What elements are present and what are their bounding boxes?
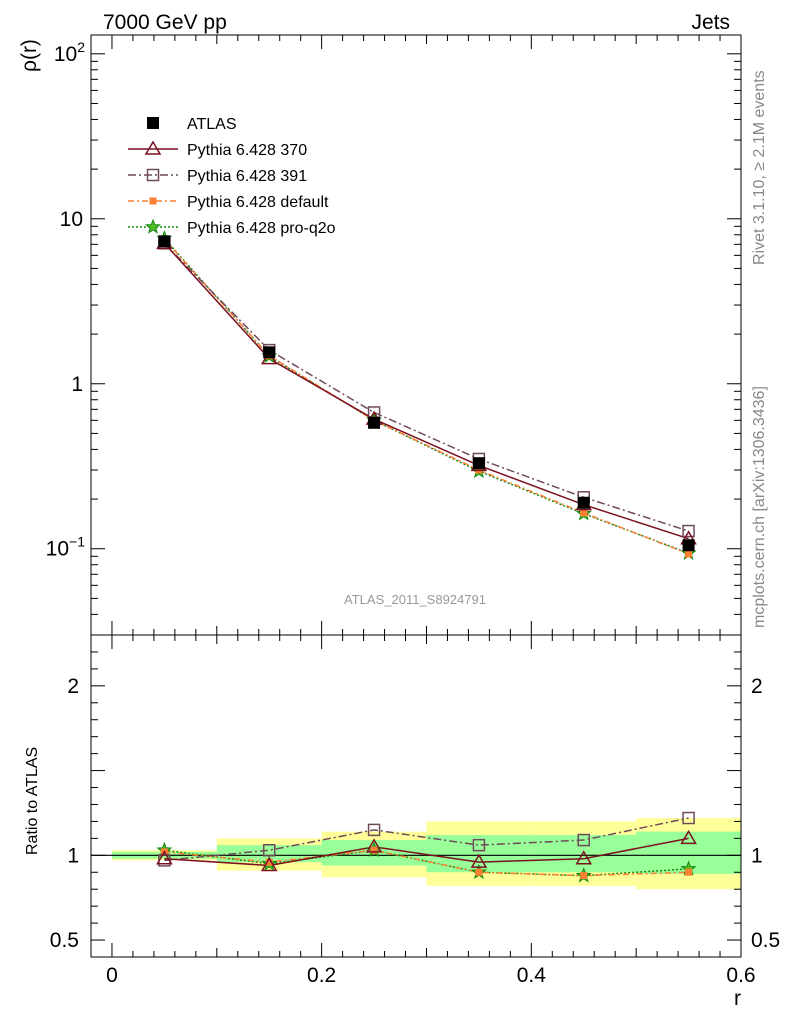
legend-label-370: Pythia 6.428 370: [187, 142, 307, 159]
ratio-point-pythia-6-428-default: [370, 846, 378, 854]
ratio-panel: 0.5 0.5 1 1 2 2 0 0.2 0.4 0.6 Ratio to ATLAS r: [24, 634, 780, 1010]
main-point-atlas: [472, 457, 485, 470]
ratio-point-pythia-6-428-391: [367, 823, 381, 837]
ratio-point-pythia-6-428-370: [470, 853, 488, 868]
ratio-point-pythia-6-428-391: [472, 838, 486, 852]
x-tick-label: 0.2: [307, 964, 336, 987]
legend-marker-pythia-6-428-default: [149, 197, 157, 205]
ratio-y-tick-label-right: 1: [751, 844, 763, 867]
legend-marker-atlas: [147, 117, 159, 129]
ratio-point-pythia-6-428-370: [260, 856, 278, 872]
ratio-point-pythia-6-428-391: [262, 843, 276, 857]
main-line-pythia-6-428-370: [163, 242, 689, 540]
ratio-y-axis-label: Ratio to ATLAS: [24, 747, 41, 855]
ratio-point-pythia-6-428-default: [685, 868, 693, 876]
main-y-tick-label: 102: [54, 39, 85, 66]
ratio-point-pythia-6-428-370: [365, 838, 383, 853]
main-line-pythia-6-428-pro-q2o: [163, 237, 689, 554]
main-point-pythia-6-428-391: [682, 524, 695, 538]
main-y-tick-label: 10: [60, 208, 83, 231]
ratio-point-pythia-6-428-default: [475, 868, 483, 876]
legend-marker-pythia-6-428-391: [146, 168, 160, 182]
ratio-point-pythia-6-428-391: [577, 833, 590, 847]
ratio-y-tick-label-right: 2: [751, 675, 763, 698]
main-point-atlas: [368, 416, 381, 429]
ratio-y-tick-label-left: 2: [67, 675, 79, 698]
ratio-point-pythia-6-428-370: [680, 829, 697, 845]
main-point-pythia-6-428-default: [685, 550, 693, 558]
main-y-tick-label: 10−1: [46, 534, 86, 561]
mcplots-text: mcplots.cern.ch [arXiv:1306.3436]: [751, 386, 768, 628]
main-y-tick-label: 1: [71, 373, 83, 396]
ratio-point-pythia-6-428-391: [682, 811, 695, 825]
ratio-line-pythia-6-428-370: [164, 837, 689, 867]
ratio-line-pythia-6-428-391: [164, 817, 689, 862]
main-point-atlas: [577, 496, 590, 509]
main-point-atlas: [682, 539, 695, 552]
main-line-pythia-6-428-391: [163, 242, 689, 532]
ratio-point-pythia-6-428-370: [156, 850, 173, 865]
legend-label-391: Pythia 6.428 391: [187, 168, 307, 185]
main-y-axis-label: ρ(r): [18, 39, 41, 72]
rivet-text: Rivet 3.1.10, ≥ 2.1M events: [751, 70, 768, 265]
legend-label-default: Pythia 6.428 default: [187, 194, 329, 211]
ratio-y-tick-label-right: 0.5: [751, 929, 780, 952]
main-point-atlas: [158, 235, 171, 248]
x-tick-label: 0.6: [726, 964, 755, 987]
ratio-band-stat: [216, 845, 322, 863]
x-tick-label: 0.4: [517, 964, 547, 987]
ratio-point-pythia-6-428-default: [265, 858, 273, 866]
header-left: 7000 GeV pp: [103, 11, 227, 34]
main-point-atlas: [263, 346, 276, 359]
legend-marker-pythia-6-428-370: [144, 140, 162, 155]
analysis-label: ATLAS_2011_S8924791: [344, 592, 486, 607]
legend-marker-pythia-6-428-pro-q2o: [145, 218, 161, 234]
main-point-pythia-6-428-default: [580, 509, 588, 517]
legend-label-atlas: ATLAS: [187, 116, 237, 133]
ratio-line-pythia-6-428-pro-q2o: [164, 849, 689, 877]
ratio-y-tick-label-left: 0.5: [50, 929, 79, 952]
ratio-point-pythia-6-428-default: [580, 872, 588, 880]
main-panel: 10−1 1 10 102 ATLAS_2011_S8924791 ρ(r): [18, 34, 742, 636]
ratio-line-pythia-6-428-default: [164, 849, 689, 877]
legend: ATLAS Pythia 6.428 370 Pythia 6.428 391 …: [128, 116, 336, 237]
header-right: Jets: [691, 11, 730, 34]
ratio-point-pythia-6-428-370: [575, 850, 593, 865]
main-line-pythia-6-428-default: [163, 238, 689, 555]
x-tick-label: 0: [106, 964, 118, 987]
ratio-y-tick-label-left: 1: [67, 844, 79, 867]
ratio-frame: [90, 634, 742, 958]
x-axis-label: r: [734, 987, 741, 1010]
legend-label-pro-q2o: Pythia 6.428 pro-q2o: [187, 220, 336, 237]
